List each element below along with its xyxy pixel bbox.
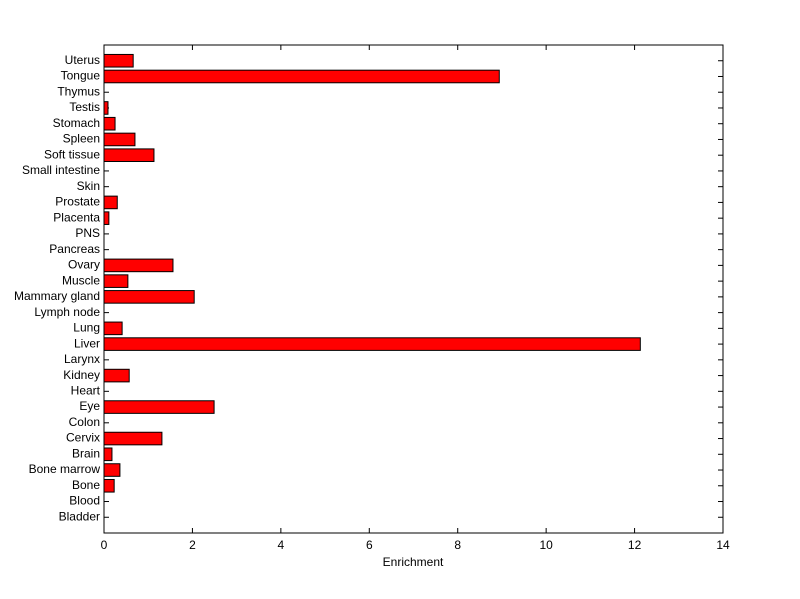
x-tick-label: 4: [278, 538, 285, 552]
y-tick-label: Heart: [71, 383, 101, 397]
y-tick-label: Thymus: [57, 84, 100, 98]
y-tick-label: Small intestine: [22, 163, 100, 177]
y-tick-label: Uterus: [65, 53, 100, 67]
y-tick-label: Cervix: [66, 431, 100, 445]
y-tick-label: Bladder: [59, 509, 100, 523]
y-tick-label: Testis: [69, 100, 100, 114]
bar: [103, 116, 116, 131]
bar: [103, 69, 500, 84]
y-tick-label: Bone marrow: [29, 462, 101, 476]
x-tick-label: 10: [539, 538, 553, 552]
y-tick-label: Lung: [73, 321, 100, 335]
y-tick-label: Kidney: [63, 368, 100, 382]
y-tick-label: Liver: [74, 336, 100, 350]
y-tick-label: Bone: [72, 478, 100, 492]
x-tick-label: 8: [454, 538, 461, 552]
plot-frame: [103, 44, 724, 534]
bar: [103, 400, 215, 414]
y-tick-label: Larynx: [64, 352, 100, 366]
y-tick-label: Eye: [79, 399, 100, 413]
y-tick-label: Prostate: [55, 195, 100, 209]
y-tick-label: Muscle: [62, 273, 100, 287]
x-tick-label: 2: [189, 538, 196, 552]
x-tick-label: 0: [101, 538, 108, 552]
bar: [103, 211, 110, 225]
bar: [103, 132, 136, 147]
bar: [103, 148, 155, 162]
bar: [103, 258, 174, 273]
y-tick-label: Stomach: [53, 116, 100, 130]
bar: [103, 478, 115, 493]
bar: [103, 101, 109, 115]
bar: [103, 431, 163, 446]
y-tick-label: Skin: [77, 179, 100, 193]
y-tick-label: Brain: [72, 446, 100, 460]
y-tick-label: Colon: [69, 415, 100, 429]
bar: [103, 463, 121, 477]
bar: [103, 53, 134, 68]
bar: [103, 274, 129, 288]
y-tick-label: Mammary gland: [14, 289, 100, 303]
x-axis-label: Enrichment: [383, 555, 444, 569]
y-tick-label: Pancreas: [49, 242, 100, 256]
y-tick-label: Spleen: [63, 132, 100, 146]
bar: [103, 368, 130, 383]
bar: [103, 195, 118, 210]
y-tick-label: Placenta: [53, 210, 100, 224]
y-tick-label: Tongue: [61, 69, 101, 83]
bar: [103, 290, 195, 304]
bar: [103, 337, 641, 351]
bar: [103, 447, 113, 462]
y-tick-label: Ovary: [68, 258, 100, 272]
x-tick-label: 6: [366, 538, 373, 552]
y-tick-label: Blood: [69, 494, 100, 508]
x-tick-label: 12: [628, 538, 642, 552]
y-tick-label: Lymph node: [34, 305, 100, 319]
bar: [103, 321, 123, 336]
y-tick-label: PNS: [75, 226, 100, 240]
x-tick-label: 14: [716, 538, 730, 552]
y-tick-label: Soft tissue: [44, 147, 100, 161]
